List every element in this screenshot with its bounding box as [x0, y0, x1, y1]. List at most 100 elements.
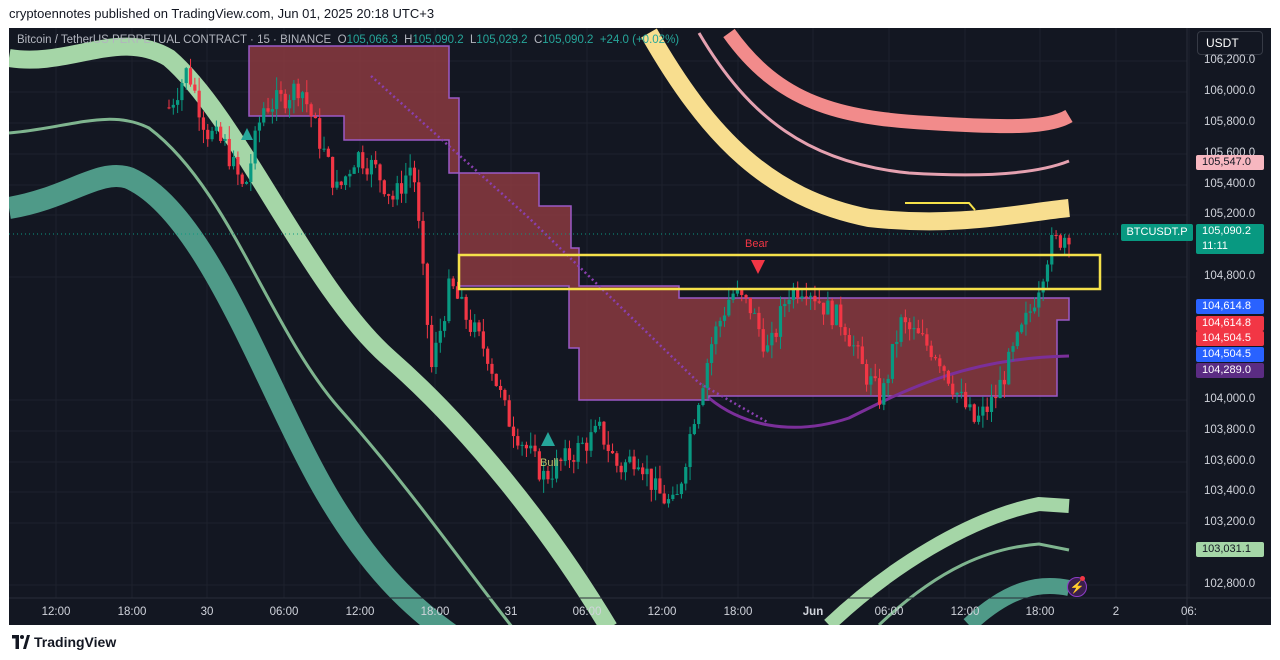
candle-body: [1037, 292, 1041, 308]
candle-body: [890, 343, 895, 379]
candle-body: [442, 321, 447, 331]
candle-body: [791, 287, 796, 300]
candle-body: [542, 470, 546, 480]
yellow-step-line: [905, 202, 976, 211]
candle-body: [748, 297, 752, 314]
candle-body: [942, 366, 946, 371]
candle-body: [309, 104, 313, 117]
price-level-label: 105,547.0: [1196, 155, 1264, 170]
bear-marker-icon: [751, 260, 765, 274]
price-level-label: 103,031.1: [1196, 542, 1264, 557]
currency-button[interactable]: USDT: [1197, 31, 1263, 55]
pink-band-thin: [697, 32, 1070, 177]
high-value: 105,090.2: [412, 34, 464, 46]
candle-body: [214, 126, 218, 131]
tradingview-brand: TradingView: [34, 634, 117, 650]
candle-body: [227, 138, 231, 167]
high-label: H: [404, 34, 413, 46]
candle-body: [684, 466, 688, 484]
candle-body: [675, 494, 679, 496]
candle-body: [244, 181, 249, 184]
lightning-icon[interactable]: ⚡: [1067, 577, 1087, 597]
candle-body: [391, 195, 395, 200]
candle-body: [1015, 332, 1019, 347]
time-tick-label: 06:00: [572, 606, 602, 618]
candle-body: [809, 295, 813, 297]
candle-body: [830, 300, 834, 326]
candle-body: [421, 220, 425, 264]
candle-body: [598, 421, 602, 426]
candle-body: [860, 346, 864, 365]
candle-body: [197, 90, 201, 118]
candle-body: [378, 164, 382, 181]
candle-body: [903, 317, 907, 323]
bottom-teal-band: [963, 578, 1071, 625]
candle-body: [865, 364, 869, 385]
candle-body: [1002, 379, 1007, 385]
candle-body: [210, 130, 214, 140]
price-level-label: 104,289.0: [1196, 363, 1264, 378]
candle-body: [201, 117, 206, 130]
candle-body: [167, 107, 171, 109]
candle-body: [994, 396, 998, 399]
candle-body: [231, 156, 236, 167]
candle-body: [761, 329, 765, 352]
candle-body: [1058, 235, 1062, 248]
time-tick-label: 18:00: [117, 606, 147, 618]
time-tick-label: 06:00: [269, 606, 299, 618]
candle-body: [348, 173, 352, 177]
candle-body: [796, 287, 800, 299]
candle-body: [477, 322, 481, 332]
candle-body: [567, 448, 572, 461]
price-tick-label: 103,200.0: [1204, 516, 1256, 528]
candle-body: [916, 328, 920, 334]
candle-body: [382, 180, 386, 195]
low-label: L: [470, 34, 477, 46]
candle-body: [524, 444, 529, 449]
candle-body: [253, 130, 257, 164]
candle-body: [718, 320, 722, 327]
candle-body: [219, 126, 223, 141]
candle-body: [430, 324, 434, 368]
price-chart[interactable]: [9, 28, 1271, 625]
yellow-band: [641, 28, 1070, 231]
candle-body: [705, 363, 709, 389]
candle-body: [976, 415, 981, 422]
price-tick-label: 104,000.0: [1204, 393, 1256, 405]
bull-label: Bull: [540, 457, 559, 469]
candle-body: [985, 406, 989, 412]
candle-body: [438, 330, 442, 343]
candle-body: [671, 494, 675, 500]
bar-countdown: 11:11: [1202, 240, 1228, 252]
price-tick-label: 102,800.0: [1204, 578, 1256, 590]
candle-body: [606, 444, 610, 451]
candle-body: [507, 400, 511, 427]
candle-body: [826, 300, 830, 315]
candle-body: [908, 322, 912, 330]
candle-body: [275, 90, 279, 110]
price-level-label: 104,614.8: [1196, 316, 1264, 331]
candle-body: [972, 404, 976, 422]
candle-body: [451, 278, 455, 287]
candle-body: [300, 92, 305, 99]
candle-body: [964, 391, 968, 408]
candle-body: [628, 456, 632, 463]
candle-body: [1032, 307, 1037, 312]
time-tick-label: 18:00: [1025, 606, 1055, 618]
chart-area[interactable]: Bitcoin / TetherUS PERPETUAL CONTRACT · …: [9, 28, 1271, 625]
purple-moving-average: [708, 354, 1070, 429]
candle-body: [511, 426, 516, 437]
candle-body: [619, 465, 623, 473]
current-price-box: 105,090.2 11:11: [1196, 224, 1264, 254]
candle-body: [856, 345, 860, 347]
candle-body: [313, 116, 318, 119]
tradingview-logo-icon: [12, 635, 30, 649]
candle-body: [270, 109, 274, 112]
candle-body: [455, 286, 460, 299]
time-tick-label: 18:00: [723, 606, 753, 618]
candle-body: [744, 294, 748, 298]
candle-body: [408, 167, 412, 176]
candle-body: [468, 319, 473, 332]
candle-body: [335, 181, 339, 188]
candle-body: [1050, 234, 1054, 265]
